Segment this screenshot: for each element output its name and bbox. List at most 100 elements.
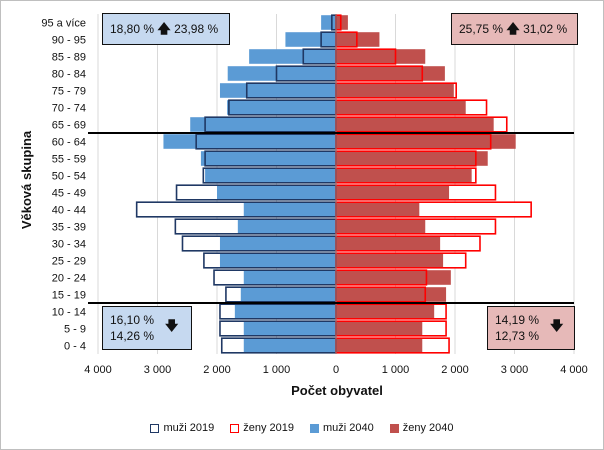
bar-zeny-2040 — [336, 202, 420, 217]
y-tick-label: 80 - 84 — [52, 69, 86, 81]
legend-label: ženy 2019 — [243, 422, 294, 434]
y-tick-label: 10 - 14 — [52, 307, 86, 319]
bar-zeny-2040 — [336, 117, 494, 132]
bar-zeny-2040 — [336, 100, 466, 115]
legend-label: muži 2040 — [323, 422, 374, 434]
y-tick-label: 30 - 34 — [52, 239, 86, 251]
bar-zeny-2040 — [336, 168, 472, 183]
y-tick-label: 70 - 74 — [52, 103, 86, 115]
bar-zeny-2040 — [336, 151, 488, 166]
bar-zeny-2040 — [336, 287, 447, 302]
legend-swatch-muzi-2040 — [310, 423, 319, 433]
y-tick-label: 60 - 64 — [52, 137, 86, 149]
bar-zeny-2040 — [336, 304, 435, 319]
bar-zeny-2040 — [336, 49, 426, 64]
annotation-value-2019: 18,80 % — [110, 22, 155, 36]
bar-muzi-2040 — [200, 151, 336, 166]
y-tick-label: 20 - 24 — [52, 273, 86, 285]
x-tick-label: 3 000 — [144, 364, 172, 376]
legend: muži 2019 ženy 2019 muži 2040 ženy 2040 — [0, 418, 604, 438]
legend-label: ženy 2040 — [402, 422, 454, 434]
legend-swatch-muzi-2019 — [150, 423, 160, 433]
x-tick-label: 1 000 — [263, 364, 291, 376]
bar-muzi-2040 — [190, 117, 336, 132]
annotation-top-left: 18,80 % 🡅 23,98 % — [102, 13, 230, 45]
annotation-bottom-right: 14,19 % 12,73 % 🡇 — [487, 306, 575, 350]
bar-zeny-2040 — [336, 185, 450, 200]
y-tick-label: 50 - 54 — [52, 171, 86, 183]
bar-muzi-2040 — [243, 202, 336, 217]
annotation-bottom-left: 16,10 % 14,26 % 🡇 — [102, 306, 192, 350]
bar-zeny-2040 — [336, 66, 445, 81]
bars — [135, 14, 532, 354]
bar-muzi-2040 — [205, 168, 336, 183]
bar-zeny-2040 — [336, 236, 441, 251]
annotation-top-right: 25,75 % 🡅 31,02 % — [451, 13, 578, 45]
bar-zeny-2040 — [336, 32, 380, 47]
bar-muzi-2040 — [285, 32, 336, 47]
bar-muzi-2040 — [237, 219, 336, 234]
reference-lines — [88, 132, 574, 304]
bar-zeny-2040 — [336, 134, 516, 149]
bar-muzi-2040 — [249, 49, 336, 64]
arrow-down-icon: 🡇 — [550, 318, 564, 333]
legend-item: muži 2040 — [310, 422, 374, 434]
x-tick-label: 2 000 — [203, 364, 231, 376]
arrow-up-icon: 🡅 — [506, 21, 520, 36]
y-tick-label: 35 - 39 — [52, 222, 86, 234]
annotation-value-2040: 12,73 % — [495, 329, 540, 343]
legend-item: muži 2019 — [150, 422, 214, 434]
y-tick-label: 85 - 89 — [52, 52, 86, 64]
arrow-up-icon: 🡅 — [157, 21, 171, 36]
bar-muzi-2040 — [240, 287, 336, 302]
bar-zeny-2040 — [336, 253, 444, 268]
arrow-down-icon: 🡇 — [165, 318, 179, 333]
x-axis-title: Počet obyvatel — [291, 383, 383, 398]
bar-zeny-2040 — [336, 219, 426, 234]
bar-muzi-2040 — [219, 236, 336, 251]
y-tick-label: 55 - 59 — [52, 154, 86, 166]
bar-zeny-2040 — [336, 83, 454, 98]
bar-muzi-2040 — [243, 270, 336, 285]
x-tick-label: 0 — [333, 364, 339, 376]
bar-muzi-2040 — [219, 83, 336, 98]
bar-zeny-2040 — [336, 15, 348, 30]
bar-muzi-2040 — [243, 321, 336, 336]
y-tick-label: 0 - 4 — [64, 341, 86, 353]
x-tick-labels: 4 000 3 000 2 000 1 000 0 1 000 2 000 3 000 4 00… — [84, 364, 588, 376]
legend-item: ženy 2040 — [389, 422, 454, 434]
annotation-value-2019: 14,19 % — [495, 313, 540, 327]
bar-muzi-2040 — [227, 100, 336, 115]
y-tick-label: 45 - 49 — [52, 188, 86, 200]
y-tick-label: 65 - 69 — [52, 120, 86, 132]
y-tick-label: 25 - 29 — [52, 256, 86, 268]
y-tick-label: 75 - 79 — [52, 86, 86, 98]
x-tick-label: 3 000 — [501, 364, 529, 376]
x-tick-label: 1 000 — [382, 364, 410, 376]
bar-zeny-2040 — [336, 270, 451, 285]
bar-muzi-2040 — [234, 304, 336, 319]
bar-zeny-2040 — [336, 321, 423, 336]
annotation-value-2019: 16,10 % — [110, 313, 155, 327]
legend-item: ženy 2019 — [230, 422, 294, 434]
bar-muzi-2040 — [243, 338, 336, 353]
y-tick-label: 15 - 19 — [52, 290, 86, 302]
bar-zeny-2040 — [336, 338, 423, 353]
y-tick-label: 5 - 9 — [64, 324, 86, 336]
x-tick-label: 4 000 — [560, 364, 588, 376]
annotation-value-2040: 31,02 % — [523, 22, 568, 36]
y-tick-label: 95 a více — [41, 18, 86, 30]
annotation-value-2040: 23,98 % — [174, 22, 219, 36]
annotation-value-2040: 14,26 % — [110, 329, 155, 343]
legend-swatch-zeny-2040 — [389, 423, 399, 433]
bar-muzi-2040 — [163, 134, 336, 149]
y-tick-label: 40 - 44 — [52, 205, 86, 217]
y-axis-title: Věková skupina — [19, 130, 34, 229]
x-tick-label: 2 000 — [441, 364, 469, 376]
bar-muzi-2040 — [227, 66, 336, 81]
bar-muzi-2040 — [217, 185, 336, 200]
annotation-value-2019: 25,75 % — [459, 22, 504, 36]
legend-label: muži 2019 — [163, 422, 215, 434]
legend-swatch-zeny-2019 — [230, 423, 240, 433]
